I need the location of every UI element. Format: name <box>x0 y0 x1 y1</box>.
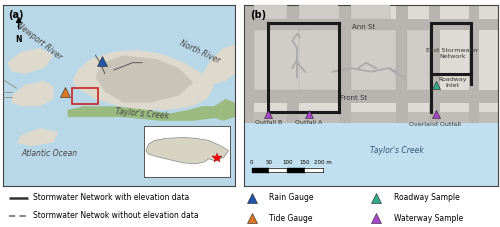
Text: East Stormwater
Network: East Stormwater Network <box>426 48 478 59</box>
Bar <box>430 5 440 123</box>
Polygon shape <box>96 55 193 103</box>
Bar <box>244 5 254 123</box>
Bar <box>244 90 498 103</box>
Text: (a): (a) <box>8 10 24 20</box>
Text: Waterway Sample: Waterway Sample <box>394 214 463 222</box>
Text: Overland Outfall: Overland Outfall <box>408 122 461 127</box>
Bar <box>406 30 428 90</box>
Text: Rain Gauge: Rain Gauge <box>270 193 314 202</box>
Polygon shape <box>16 128 58 146</box>
Text: Taylor's Creek: Taylor's Creek <box>370 146 424 155</box>
Bar <box>498 5 500 123</box>
Bar <box>72 88 98 104</box>
Polygon shape <box>7 48 54 74</box>
Text: North River: North River <box>178 39 222 65</box>
Bar <box>469 5 479 123</box>
Bar <box>244 112 498 123</box>
Text: 0: 0 <box>250 160 254 165</box>
Text: Roadway
Inlet: Roadway Inlet <box>438 77 466 88</box>
Text: Taylor's Creek: Taylor's Creek <box>115 107 169 120</box>
Bar <box>350 30 397 90</box>
Text: 50: 50 <box>266 160 273 165</box>
Polygon shape <box>212 99 235 121</box>
Polygon shape <box>12 81 53 106</box>
Text: Outfall A: Outfall A <box>295 120 322 125</box>
Text: Front St: Front St <box>340 95 367 101</box>
Text: Stormwater Network with elevation data: Stormwater Network with elevation data <box>32 193 189 202</box>
Bar <box>298 30 339 90</box>
Bar <box>244 19 498 30</box>
Bar <box>396 5 408 123</box>
Text: 200 m: 200 m <box>314 160 332 165</box>
Text: N: N <box>16 35 22 44</box>
Text: Atlantic Ocean: Atlantic Ocean <box>21 149 77 158</box>
Polygon shape <box>72 50 214 110</box>
Bar <box>254 5 287 19</box>
Text: (b): (b) <box>250 10 266 20</box>
Polygon shape <box>146 137 228 164</box>
Text: 150: 150 <box>300 160 310 165</box>
Bar <box>350 5 390 19</box>
Text: Roadway Sample: Roadway Sample <box>394 193 460 202</box>
Bar <box>254 30 309 90</box>
Bar <box>339 5 350 123</box>
Text: Outfall B: Outfall B <box>254 120 282 125</box>
Bar <box>298 5 338 19</box>
Polygon shape <box>202 44 235 84</box>
Text: Stormwater Netwok without elevation data: Stormwater Netwok without elevation data <box>32 211 198 220</box>
Text: Ann St: Ann St <box>352 24 375 30</box>
Bar <box>287 5 298 123</box>
Text: Newport River: Newport River <box>16 20 64 61</box>
Text: Tide Gauge: Tide Gauge <box>270 214 313 222</box>
Polygon shape <box>68 106 224 121</box>
Bar <box>244 123 498 186</box>
Text: 100: 100 <box>282 160 292 165</box>
